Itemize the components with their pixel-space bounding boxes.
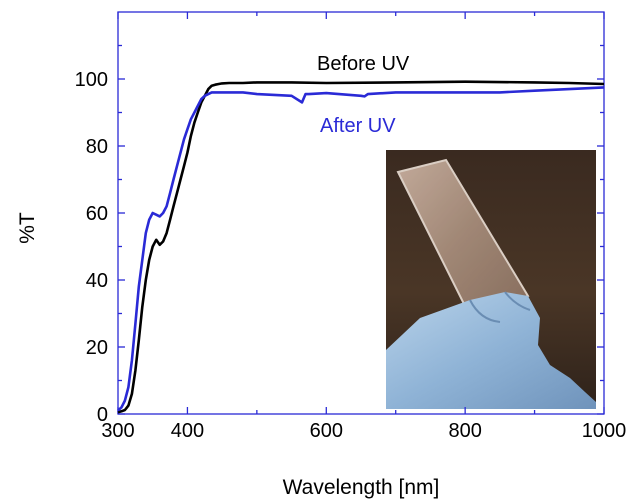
series <box>117 80 605 414</box>
y-tick-label: 100 <box>75 69 108 91</box>
x-tick-label: 400 <box>171 420 204 442</box>
ticks: 300 400 600 800 1000 0 20 40 60 80 100 <box>75 12 627 442</box>
inset-photo <box>386 150 596 409</box>
after-uv-label: After UV <box>320 115 396 137</box>
x-tick-label: 600 <box>310 420 343 442</box>
before-uv-label: Before UV <box>317 53 410 75</box>
glove <box>386 292 596 409</box>
y-axis-label: %T <box>16 212 39 244</box>
y-tick-label: 20 <box>86 337 108 359</box>
x-axis-label: Wavelength [nm] <box>283 476 440 499</box>
y-tick-label: 80 <box>86 136 108 158</box>
x-tick-label: 800 <box>448 420 481 442</box>
glove-finger-crease <box>469 291 531 323</box>
series-line-before-uv <box>117 80 605 414</box>
x-tick-label: 1000 <box>582 420 627 442</box>
series-line-after-uv <box>117 86 605 412</box>
y-tick-label: 0 <box>97 404 108 426</box>
y-tick-label: 60 <box>86 203 108 225</box>
y-tick-label: 40 <box>86 270 108 292</box>
x-tick-label: 300 <box>101 420 134 442</box>
